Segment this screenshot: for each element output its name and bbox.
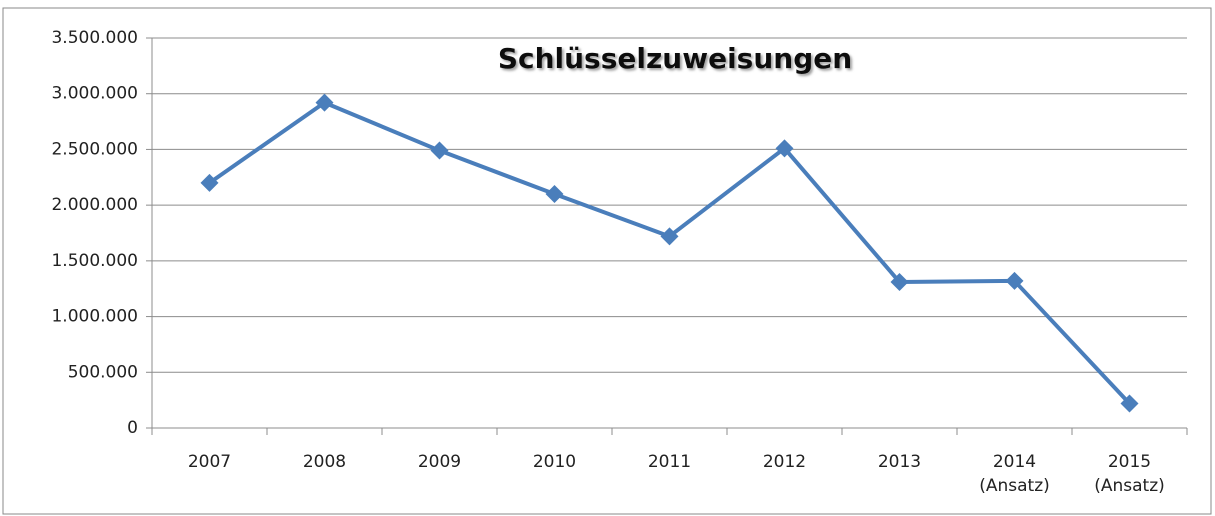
y-tick-label: 500.000 — [68, 362, 138, 382]
marker — [660, 227, 679, 246]
x-tick-label: 2013 — [878, 452, 921, 472]
marker — [775, 139, 794, 158]
y-tick-label: 0 — [127, 418, 138, 438]
marker — [1120, 394, 1139, 413]
marker — [315, 93, 334, 112]
marker — [200, 173, 219, 192]
y-tick-label: 2.000.000 — [51, 195, 138, 215]
x-tick-label: 2008 — [303, 452, 346, 472]
x-tick-label: 2010 — [533, 452, 576, 472]
x-tick-label: 2012 — [763, 452, 806, 472]
x-tick-label: 2009 — [418, 452, 461, 472]
x-tick-label: 2014 (Ansatz) — [979, 452, 1050, 496]
x-tick-label: 2007 — [188, 452, 231, 472]
x-tick-label: 2011 — [648, 452, 691, 472]
marker — [890, 273, 909, 292]
chart-border — [2, 7, 1212, 515]
y-tick-label: 1.000.000 — [51, 307, 138, 327]
marker — [430, 141, 449, 160]
y-tick-label: 1.500.000 — [51, 251, 138, 271]
marker — [545, 185, 564, 203]
y-tick-label: 3.500.000 — [51, 28, 138, 48]
y-tick-label: 2.500.000 — [51, 139, 138, 159]
x-tick-label: 2015 (Ansatz) — [1094, 452, 1165, 496]
line — [208, 100, 1131, 405]
y-tick-label: 3.000.000 — [51, 84, 138, 104]
marker — [1005, 271, 1024, 290]
chart-title: Schlüsselzuweisungen — [498, 42, 852, 75]
